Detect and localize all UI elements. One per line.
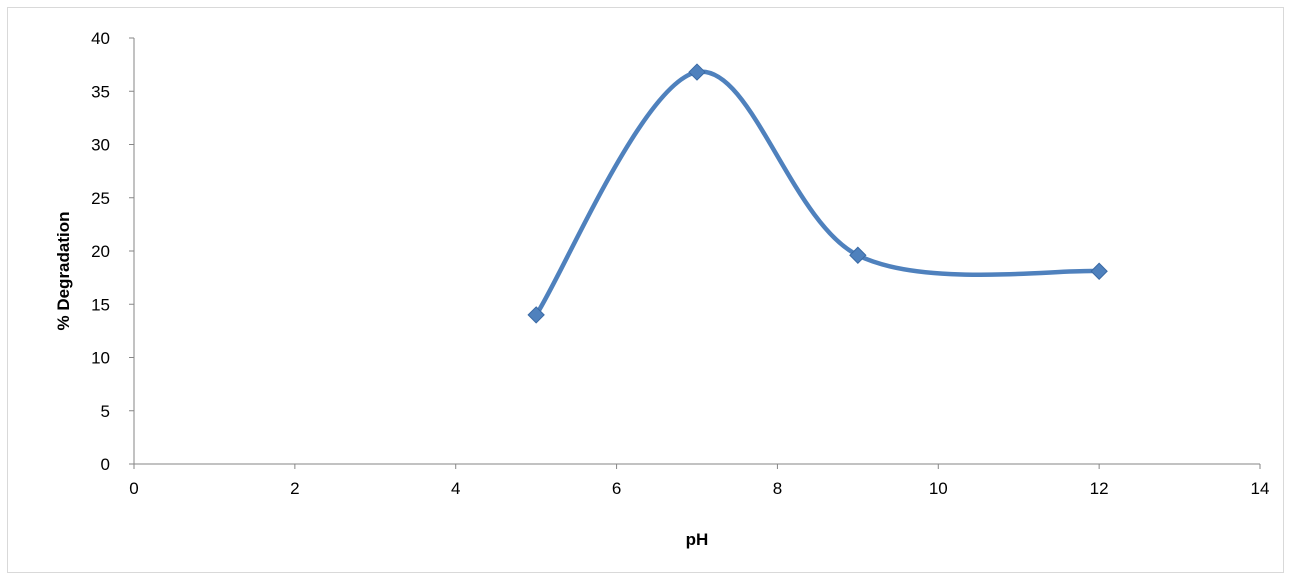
y-ticks: 0 5 10 15 20 25 30 35 40 [91,29,134,474]
series-layer [533,69,1102,318]
y-tick-label: 15 [91,295,110,314]
axes [133,38,1260,465]
data-point-marker [849,246,867,264]
y-tick-label: 40 [91,29,110,48]
x-axis-title: pH [686,530,709,549]
series-line [533,69,1102,318]
y-axis-title: % Degradation [54,211,73,330]
x-tick-label: 6 [612,479,621,498]
y-tick-label: 35 [91,82,110,101]
x-ticks: 0 2 4 6 8 10 12 14 [129,464,1269,498]
y-tick-label: 30 [91,136,110,155]
x-tick-label: 8 [773,479,782,498]
x-tick-label: 10 [929,479,948,498]
x-tick-label: 0 [129,479,138,498]
y-tick-label: 5 [101,402,110,421]
x-tick-label: 12 [1090,479,1109,498]
data-point-marker [688,63,706,81]
x-tick-label: 14 [1251,479,1270,498]
y-tick-label: 25 [91,189,110,208]
data-point-marker [1090,262,1108,280]
x-tick-label: 2 [290,479,299,498]
data-point-marker [527,306,545,324]
y-tick-label: 20 [91,242,110,261]
chart-frame [7,7,1284,573]
y-tick-label: 10 [91,349,110,368]
x-tick-label: 4 [451,479,460,498]
y-tick-label: 0 [101,455,110,474]
marker-layer [527,63,1108,324]
